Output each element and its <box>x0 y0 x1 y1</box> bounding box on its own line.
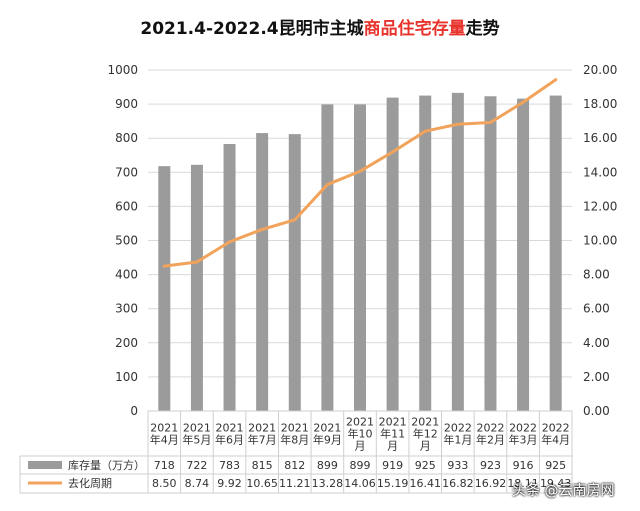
right-tick-label: 14.00 <box>583 165 617 179</box>
right-tick-label: 12.00 <box>583 199 617 213</box>
title-highlight: 商品住宅存量 <box>363 19 466 39</box>
bar <box>288 134 301 411</box>
bar <box>484 96 497 411</box>
bar <box>158 166 171 411</box>
line-point <box>423 129 427 133</box>
line-point <box>228 240 232 244</box>
bar <box>321 104 334 411</box>
left-tick-label: 600 <box>115 199 138 213</box>
line-point <box>391 150 395 154</box>
table-value-cycle: 10.65 <box>246 477 278 490</box>
category-label: 2021 年9月 <box>313 422 342 447</box>
table-value-cycle: 16.41 <box>409 477 441 490</box>
left-tick-label: 900 <box>115 97 138 111</box>
category-label: 2021 年4月 <box>150 422 179 447</box>
right-tick-label: 6.00 <box>583 302 610 316</box>
table-value-cycle: 11.21 <box>279 477 311 490</box>
legend-key-bars <box>28 461 62 469</box>
table-value-cycle: 15.19 <box>377 477 409 490</box>
table-value-inventory: 933 <box>447 459 468 472</box>
bar <box>549 95 562 411</box>
line-point <box>195 260 199 264</box>
line-point <box>325 183 329 187</box>
bar <box>419 95 432 411</box>
left-tick-label: 1000 <box>107 63 138 77</box>
table-value-inventory: 899 <box>350 459 371 472</box>
table-value-inventory: 718 <box>154 459 175 472</box>
left-tick-label: 400 <box>115 268 138 282</box>
line-point <box>162 264 166 268</box>
category-label: 2022 年2月 <box>476 422 505 447</box>
table-value-cycle: 16.82 <box>442 477 474 490</box>
left-tick-label: 300 <box>115 302 138 316</box>
table-value-inventory: 899 <box>317 459 338 472</box>
right-tick-label: 16.00 <box>583 131 617 145</box>
bar <box>451 92 464 412</box>
table-value-cycle: 8.74 <box>185 477 210 490</box>
bar <box>517 98 530 412</box>
left-tick-label: 100 <box>115 370 138 384</box>
bar <box>256 133 269 411</box>
line-point <box>358 169 362 173</box>
line-point <box>456 122 460 126</box>
table-value-inventory: 919 <box>382 459 403 472</box>
table-value-inventory: 783 <box>219 459 240 472</box>
table-value-cycle: 8.50 <box>152 477 177 490</box>
bar <box>354 104 366 411</box>
category-label: 2022 年1月 <box>443 422 472 447</box>
right-tick-label: 18.00 <box>583 97 617 111</box>
table-value-cycle: 13.28 <box>312 477 344 490</box>
right-tick-label: 10.00 <box>583 234 617 248</box>
watermark: 头条 @云南房网 <box>512 483 615 499</box>
left-tick-label: 800 <box>115 131 138 145</box>
category-label: 2021 年5月 <box>182 422 211 447</box>
line-point <box>554 78 558 82</box>
left-tick-label: 200 <box>115 336 138 350</box>
table-value-cycle: 14.06 <box>344 477 376 490</box>
right-tick-label: 2.00 <box>583 370 610 384</box>
left-tick-label: 700 <box>115 165 138 179</box>
legend-label-bars: 库存量（万方） <box>68 458 145 472</box>
bar <box>386 97 399 411</box>
right-tick-label: 20.00 <box>583 63 617 77</box>
title-prefix: 2021.4-2022.4昆明市主城 <box>140 19 364 39</box>
bar <box>223 143 236 411</box>
chart-title: 2021.4-2022.4昆明市主城商品住宅存量走势 <box>0 14 640 39</box>
category-label: 2021 年7月 <box>248 422 277 447</box>
table-value-inventory: 812 <box>284 459 305 472</box>
right-tick-label: 0.00 <box>583 404 610 418</box>
table-value-inventory: 923 <box>480 459 501 472</box>
title-suffix: 走势 <box>465 19 500 39</box>
left-tick-label: 0 <box>130 404 138 418</box>
table-value-cycle: 9.92 <box>217 477 242 490</box>
table-value-cycle: 19.43 <box>540 477 572 490</box>
category-label: 2021 年11 月 <box>379 416 407 453</box>
right-tick-label: 8.00 <box>583 268 610 282</box>
category-label: 2022 年3月 <box>509 422 538 447</box>
table-value-inventory: 916 <box>513 459 534 472</box>
category-label: 2022 年4月 <box>541 422 570 447</box>
line-point <box>488 121 492 125</box>
line-point <box>521 100 525 104</box>
category-label: 2021 年12 月 <box>411 416 439 453</box>
table-value-cycle: 18.11 <box>507 477 539 490</box>
line-point <box>293 218 297 222</box>
table-value-inventory: 815 <box>252 459 273 472</box>
line-point <box>260 227 264 231</box>
category-label: 2021 年6月 <box>215 422 244 447</box>
table-value-inventory: 722 <box>186 459 207 472</box>
bar <box>190 164 203 411</box>
left-tick-label: 500 <box>115 234 138 248</box>
table-value-inventory: 925 <box>545 459 566 472</box>
right-tick-label: 4.00 <box>583 336 610 350</box>
category-label: 2021 年10 月 <box>346 416 374 453</box>
table-value-inventory: 925 <box>415 459 436 472</box>
category-label: 2021 年8月 <box>280 422 309 447</box>
table-value-cycle: 16.92 <box>475 477 507 490</box>
legend-label-line: 去化周期 <box>68 476 112 490</box>
